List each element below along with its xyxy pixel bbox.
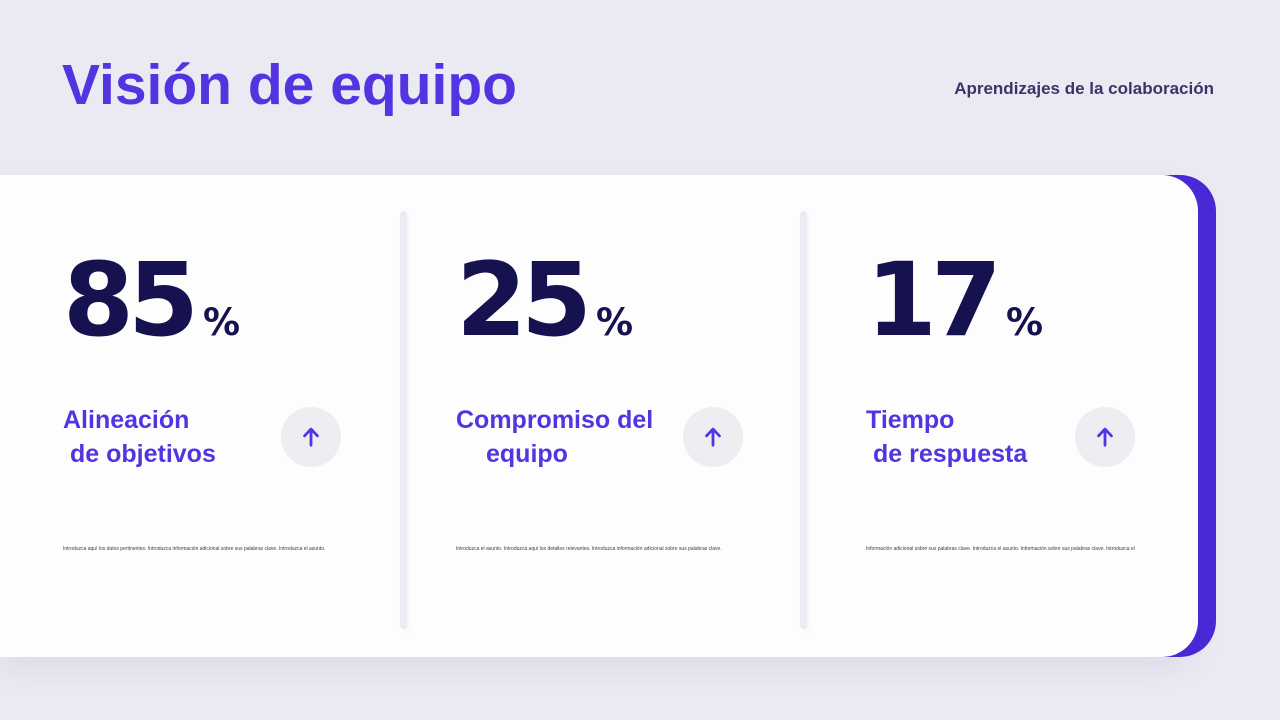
- stat-value: 17%: [866, 250, 1043, 352]
- stat-note: Información adicional sobre sus palabras…: [866, 546, 1135, 552]
- stat-column-tiempo: 17% Tiempo de respuesta Información adic…: [866, 175, 1135, 657]
- stat-label-line2: de objetivos: [70, 440, 216, 468]
- column-divider: [800, 211, 807, 629]
- stats-card: 85% Alineación de objetivos Introduzca a…: [0, 175, 1198, 657]
- arrow-up-icon: [1075, 407, 1135, 467]
- stat-note: Introduzca aquí los datos pertinentes. I…: [63, 546, 326, 552]
- stat-label: Tiempo de respuesta: [866, 403, 1027, 471]
- page-title: Visión de equipo: [62, 53, 517, 117]
- stat-label: Alineación de objetivos: [63, 403, 216, 471]
- arrow-up-icon: [683, 407, 743, 467]
- arrow-up-icon: [281, 407, 341, 467]
- stat-label-row: Alineación de objetivos: [63, 403, 341, 471]
- header-subtitle: Aprendizajes de la colaboración: [954, 79, 1214, 98]
- stat-value: 25%: [456, 250, 633, 352]
- stat-note: Introduzca el asunto. Introduzca aquí lo…: [456, 546, 722, 552]
- stat-label-line2: de respuesta: [873, 440, 1028, 468]
- stat-column-compromiso: 25% Compromiso del equipo Introduzca el …: [456, 175, 743, 657]
- stat-value: 85%: [63, 250, 240, 352]
- stat-label-row: Compromiso del equipo: [456, 403, 743, 471]
- stat-unit: %: [595, 301, 634, 344]
- stat-unit: %: [202, 301, 241, 344]
- stat-number: 85: [63, 241, 199, 360]
- stat-label-line2: equipo: [486, 440, 568, 468]
- stat-label-line1: Alineación: [63, 406, 190, 434]
- stat-column-alineacion: 85% Alineación de objetivos Introduzca a…: [63, 175, 341, 657]
- stat-label-line1: Tiempo: [866, 406, 955, 434]
- stat-label-row: Tiempo de respuesta: [866, 403, 1135, 471]
- column-divider: [400, 211, 407, 629]
- stat-label-line1: Compromiso del: [456, 406, 654, 434]
- stat-label: Compromiso del equipo: [456, 403, 653, 471]
- stat-unit: %: [1005, 301, 1044, 344]
- stat-number: 25: [456, 241, 592, 360]
- stat-number: 17: [866, 241, 1002, 360]
